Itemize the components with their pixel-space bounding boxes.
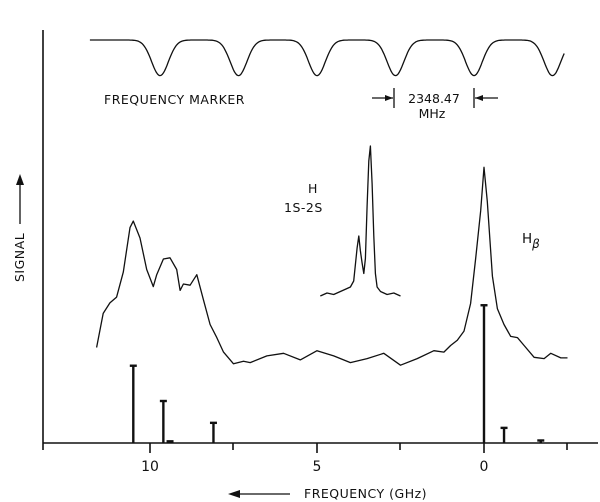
h-beta-label: Hβ [522,231,540,251]
stick-spectrum [129,304,545,443]
x-tick-label-5: 5 [313,459,322,475]
h-1s-2s-inset-trace [320,145,401,297]
x-tick-label-10: 10 [141,459,159,475]
h-label: H [308,181,317,196]
frequency-marker-label: FREQUENCY MARKER [104,92,245,107]
x-axis-ticks [42,443,568,453]
x-axis-label: FREQUENCY (GHz) [304,486,427,501]
y-axis-label-group: SIGNAL [12,174,27,282]
h-beta-subscript: β [531,237,540,251]
h-transition-label: 1S-2S [284,200,323,215]
y-axis-label: SIGNAL [12,233,27,282]
frequency-marker-trace [89,39,565,77]
y-axis-arrow-head [16,174,24,185]
x-axis-arrow-head [228,490,240,498]
h-beta-main: H [522,231,532,247]
h-beta-spectrum-trace [95,166,568,366]
x-tick-label-0: 0 [480,459,489,475]
marker-spacing-unit: MHz [419,106,446,121]
marker-spacing-value: 2348.47 [408,91,460,106]
marker-spacing-annotation [372,88,498,108]
